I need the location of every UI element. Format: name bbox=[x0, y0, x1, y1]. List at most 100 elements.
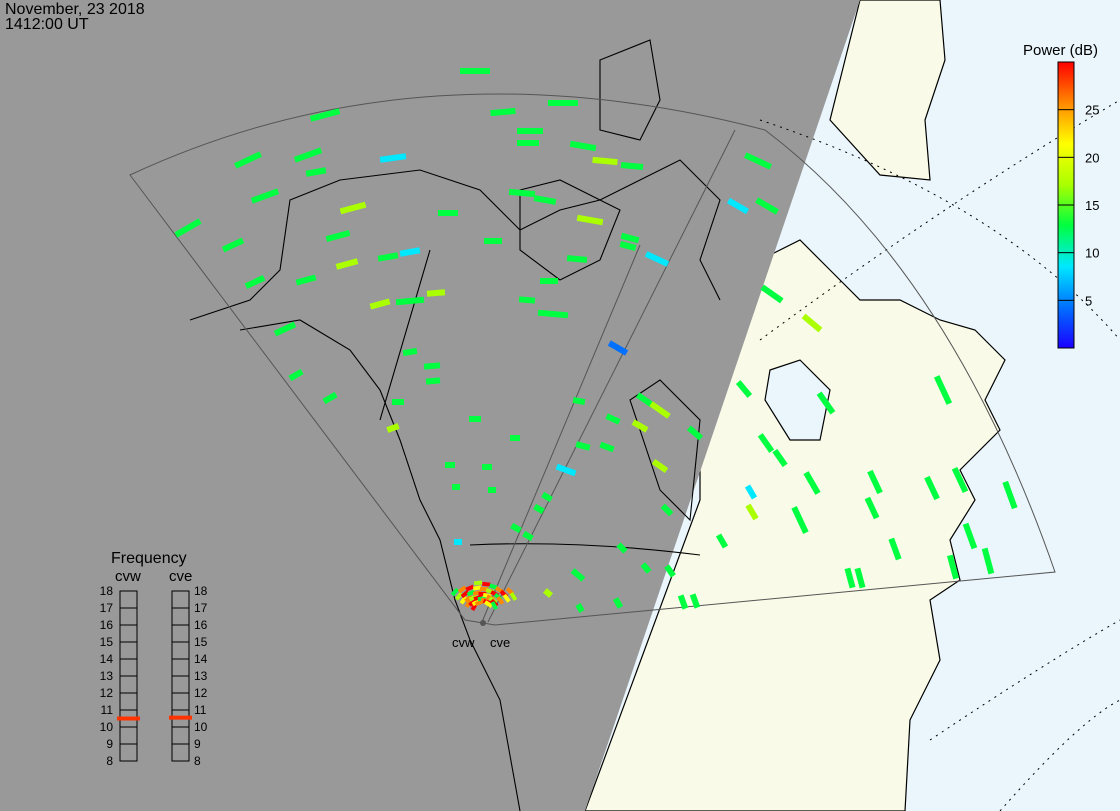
echo-mark bbox=[482, 464, 492, 470]
colorbar-title: Power (dB) bbox=[1023, 42, 1098, 59]
echo-mark bbox=[677, 594, 689, 610]
echo-mark bbox=[369, 298, 391, 310]
echo-mark bbox=[509, 592, 518, 602]
echo-mark bbox=[772, 448, 788, 468]
echo-mark bbox=[445, 462, 455, 468]
frequency-scale-label: 8 bbox=[194, 754, 201, 768]
echo-mark bbox=[250, 188, 280, 204]
echo-mark bbox=[460, 68, 490, 74]
colorbar-tick-label: 5 bbox=[1085, 293, 1092, 308]
echo-mark bbox=[640, 562, 652, 574]
echo-mark bbox=[295, 274, 317, 286]
echo-mark bbox=[644, 251, 670, 267]
echo-mark bbox=[465, 584, 475, 592]
echo-mark bbox=[454, 539, 462, 545]
echo-mark bbox=[460, 590, 470, 599]
echo-mark bbox=[620, 162, 644, 170]
echo-mark bbox=[288, 368, 304, 382]
echo-mark bbox=[490, 601, 499, 611]
echo-mark bbox=[569, 140, 597, 152]
echo-mark bbox=[816, 391, 836, 415]
frequency-scale-label: 13 bbox=[100, 669, 114, 683]
echo-mark bbox=[576, 214, 604, 226]
echo-mark bbox=[468, 594, 478, 602]
echo-mark bbox=[660, 503, 674, 517]
echo-mark bbox=[924, 475, 940, 501]
echo-mark bbox=[651, 458, 669, 474]
echo-mark bbox=[482, 581, 491, 587]
echo-mark bbox=[803, 471, 821, 495]
frequency-marker-cve bbox=[169, 715, 192, 720]
echo-mark bbox=[244, 275, 266, 289]
echo-mark bbox=[502, 593, 511, 603]
night-terminator-region bbox=[0, 0, 860, 811]
echo-mark bbox=[496, 596, 505, 605]
echo-mark bbox=[867, 469, 883, 495]
frequency-scale-label: 16 bbox=[194, 618, 208, 632]
frequency-scale-label: 10 bbox=[194, 720, 208, 734]
frequency-scale-label: 10 bbox=[100, 720, 114, 734]
echo-mark bbox=[533, 195, 557, 205]
echo-mark bbox=[395, 296, 425, 306]
echo-mark bbox=[488, 487, 496, 493]
echo-mark bbox=[484, 238, 502, 244]
echo-mark bbox=[570, 568, 586, 582]
frequency-scale-label: 11 bbox=[194, 703, 207, 717]
frequency-scale-label: 9 bbox=[194, 737, 201, 751]
echo-mark bbox=[726, 197, 750, 215]
echo-mark bbox=[548, 100, 578, 106]
echo-mark bbox=[541, 491, 553, 503]
colorbar-tick-label: 25 bbox=[1085, 103, 1099, 118]
radar-label-cvw: cvw bbox=[452, 635, 475, 650]
hudson-bay bbox=[764, 359, 831, 441]
day-land bbox=[584, 0, 1006, 811]
echo-mark bbox=[757, 433, 775, 453]
echo-mark bbox=[744, 484, 758, 500]
radar-label-cve: cve bbox=[490, 635, 510, 650]
echo-mark bbox=[555, 463, 577, 477]
echo-mark bbox=[735, 380, 753, 398]
echo-mark bbox=[452, 484, 460, 490]
echo-mark bbox=[631, 419, 649, 433]
frequency-scale-label: 13 bbox=[194, 669, 208, 683]
echo-mark bbox=[854, 567, 866, 589]
echo-mark bbox=[309, 108, 341, 122]
frequency-title: Frequency bbox=[111, 550, 187, 567]
echo-mark bbox=[335, 258, 359, 270]
north-america-land-east bbox=[584, 239, 1006, 811]
echo-mark bbox=[946, 554, 960, 580]
echo-mark bbox=[510, 435, 520, 441]
echo-mark bbox=[466, 589, 476, 597]
echo-mark bbox=[402, 347, 418, 357]
echo-mark bbox=[981, 547, 995, 575]
echo-mark bbox=[399, 247, 421, 257]
frequency-scale-label: 11 bbox=[101, 703, 114, 717]
time-label: 1412:00 UT bbox=[5, 16, 89, 33]
echo-mark bbox=[392, 399, 404, 405]
echo-mark bbox=[174, 218, 202, 238]
echo-mark bbox=[450, 587, 460, 597]
frequency-scale-label: 12 bbox=[100, 686, 114, 700]
frequency-scale-label: 16 bbox=[100, 618, 114, 632]
echo-mark bbox=[305, 167, 327, 177]
echo-mark bbox=[572, 397, 586, 405]
echo-mark bbox=[469, 416, 481, 422]
echo-mark bbox=[533, 503, 545, 515]
echo-mark bbox=[234, 151, 262, 169]
echo-mark bbox=[745, 503, 759, 521]
echo-mark bbox=[801, 313, 823, 333]
echo-mark bbox=[484, 600, 493, 608]
echo-mark bbox=[599, 441, 615, 453]
frequency-scale-label: 18 bbox=[100, 584, 114, 598]
frequency-scale-label: 18 bbox=[194, 584, 208, 598]
echo-mark bbox=[962, 522, 978, 550]
frequency-scale-label: 15 bbox=[194, 635, 208, 649]
colorbar-tick-label: 10 bbox=[1085, 246, 1099, 261]
echo-mark bbox=[425, 377, 441, 385]
frequency-radar-cve: cve bbox=[169, 568, 193, 585]
echo-mark bbox=[605, 413, 621, 425]
echo-mark bbox=[518, 296, 536, 304]
echo-mark bbox=[607, 340, 629, 356]
echo-mark bbox=[464, 594, 473, 603]
echo-mark bbox=[686, 425, 704, 441]
